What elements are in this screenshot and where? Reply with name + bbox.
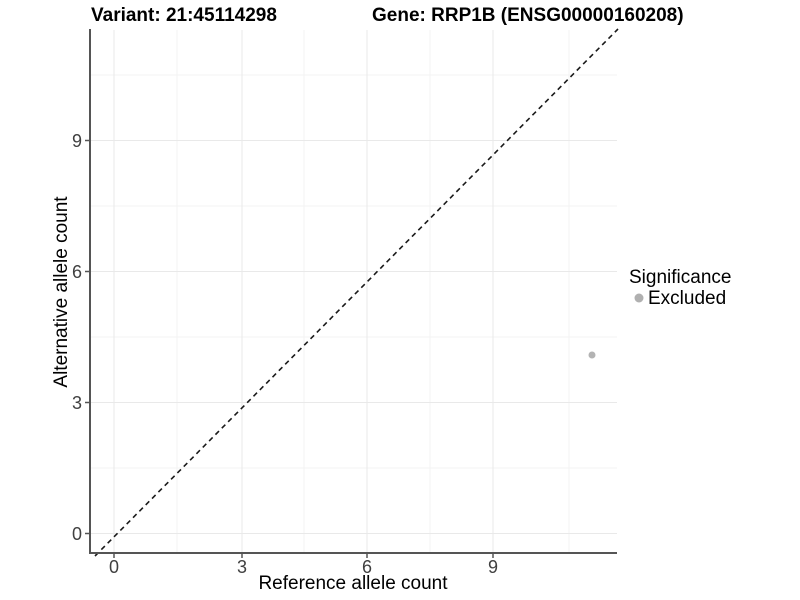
axis-lines <box>89 29 617 554</box>
legend-item-excluded: Excluded <box>648 288 727 309</box>
gene-title: Gene: RRP1B (ENSG00000160208) <box>372 5 684 26</box>
y-tick-label-0: 0 <box>71 524 82 544</box>
x-tick-label-6: 6 <box>361 557 372 577</box>
variant-title: Variant: 21:45114298 <box>91 5 277 26</box>
gridlines-major <box>90 30 617 553</box>
legend-title: Significance <box>629 267 732 288</box>
x-axis-title: Reference allele count <box>258 573 448 594</box>
y-tick-label-6: 6 <box>71 262 82 282</box>
y-tick-label-3: 3 <box>71 393 82 413</box>
data-point-excluded <box>588 351 596 359</box>
x-tick-label-9: 9 <box>487 557 498 577</box>
x-tick-label-3: 3 <box>236 557 247 577</box>
x-axis-ticks <box>113 553 494 558</box>
y-axis-ticks <box>85 139 90 535</box>
gridlines-minor <box>90 30 617 553</box>
x-tick-label-0: 0 <box>108 557 119 577</box>
identity-reference-line <box>94 28 619 557</box>
y-axis-title: Alternative allele count <box>51 196 72 388</box>
legend-dot-excluded-icon <box>634 293 644 303</box>
y-tick-label-9: 9 <box>71 131 82 151</box>
